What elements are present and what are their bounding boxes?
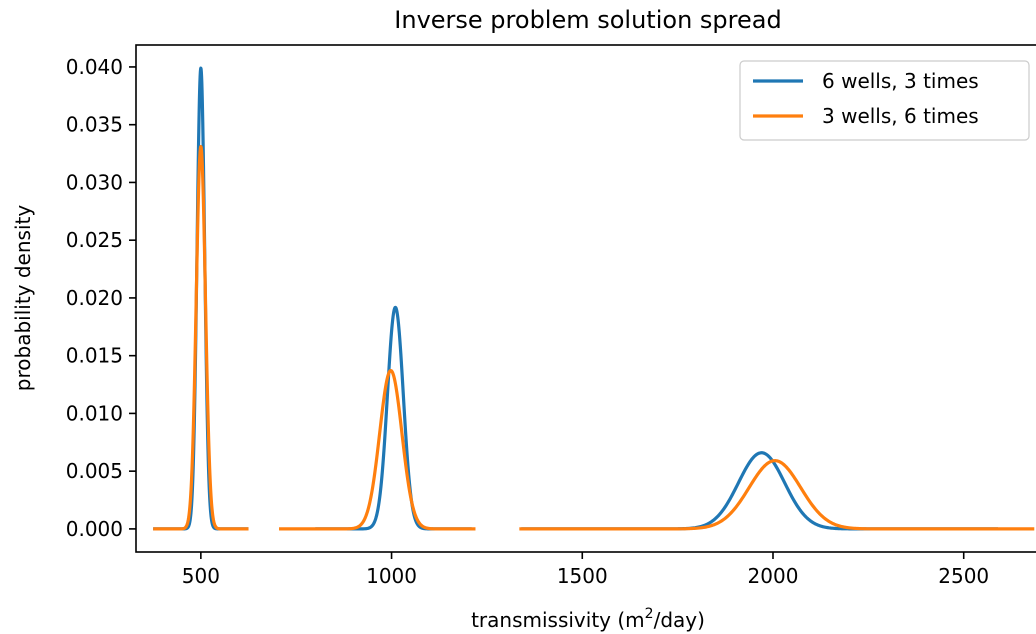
x-tick-label: 2000 — [748, 564, 799, 588]
series-2-line — [519, 459, 1035, 531]
legend: 6 wells, 3 times 3 wells, 6 times — [739, 60, 1030, 141]
chart-title: Inverse problem solution spread — [394, 6, 781, 34]
x-tick-label: 1500 — [557, 564, 608, 588]
series-1-line — [520, 451, 999, 531]
y-tick-label: 0.010 — [66, 401, 123, 425]
legend-box — [739, 60, 1030, 141]
series-2-line — [277, 369, 477, 531]
x-axis-ticks: 500 1000 1500 2000 2500 — [182, 552, 989, 588]
x-tick-label: 1000 — [366, 564, 417, 588]
y-tick-label: 0.040 — [66, 55, 123, 79]
y-tick-label: 0.025 — [66, 228, 123, 252]
x-tick-label: 2500 — [938, 564, 989, 588]
y-tick-label: 0.035 — [66, 113, 123, 137]
plot-lines — [151, 66, 1035, 531]
x-axis-title: transmissivity (m2/day) — [471, 606, 705, 632]
y-axis-title: probability density — [11, 205, 35, 392]
y-tick-label: 0.015 — [66, 344, 123, 368]
y-tick-label: 0.000 — [66, 517, 123, 541]
legend-label-series-1: 6 wells, 3 times — [822, 69, 979, 93]
x-tick-label: 500 — [182, 564, 220, 588]
x-axis-title-end: /day) — [654, 608, 705, 632]
x-axis-title-main: transmissivity (m — [471, 608, 645, 632]
y-tick-label: 0.020 — [66, 286, 123, 310]
y-axis-ticks: 0.000 0.005 0.010 0.015 0.020 0.025 0.030 0.035… — [66, 55, 136, 541]
x-axis-title-superscript: 2 — [645, 606, 654, 622]
series-2-line — [151, 144, 250, 531]
legend-label-series-2: 3 wells, 6 times — [822, 104, 979, 128]
y-tick-label: 0.005 — [66, 459, 123, 483]
y-tick-label: 0.030 — [66, 170, 123, 194]
series-1-line — [151, 66, 250, 531]
series-1-line — [314, 305, 473, 531]
